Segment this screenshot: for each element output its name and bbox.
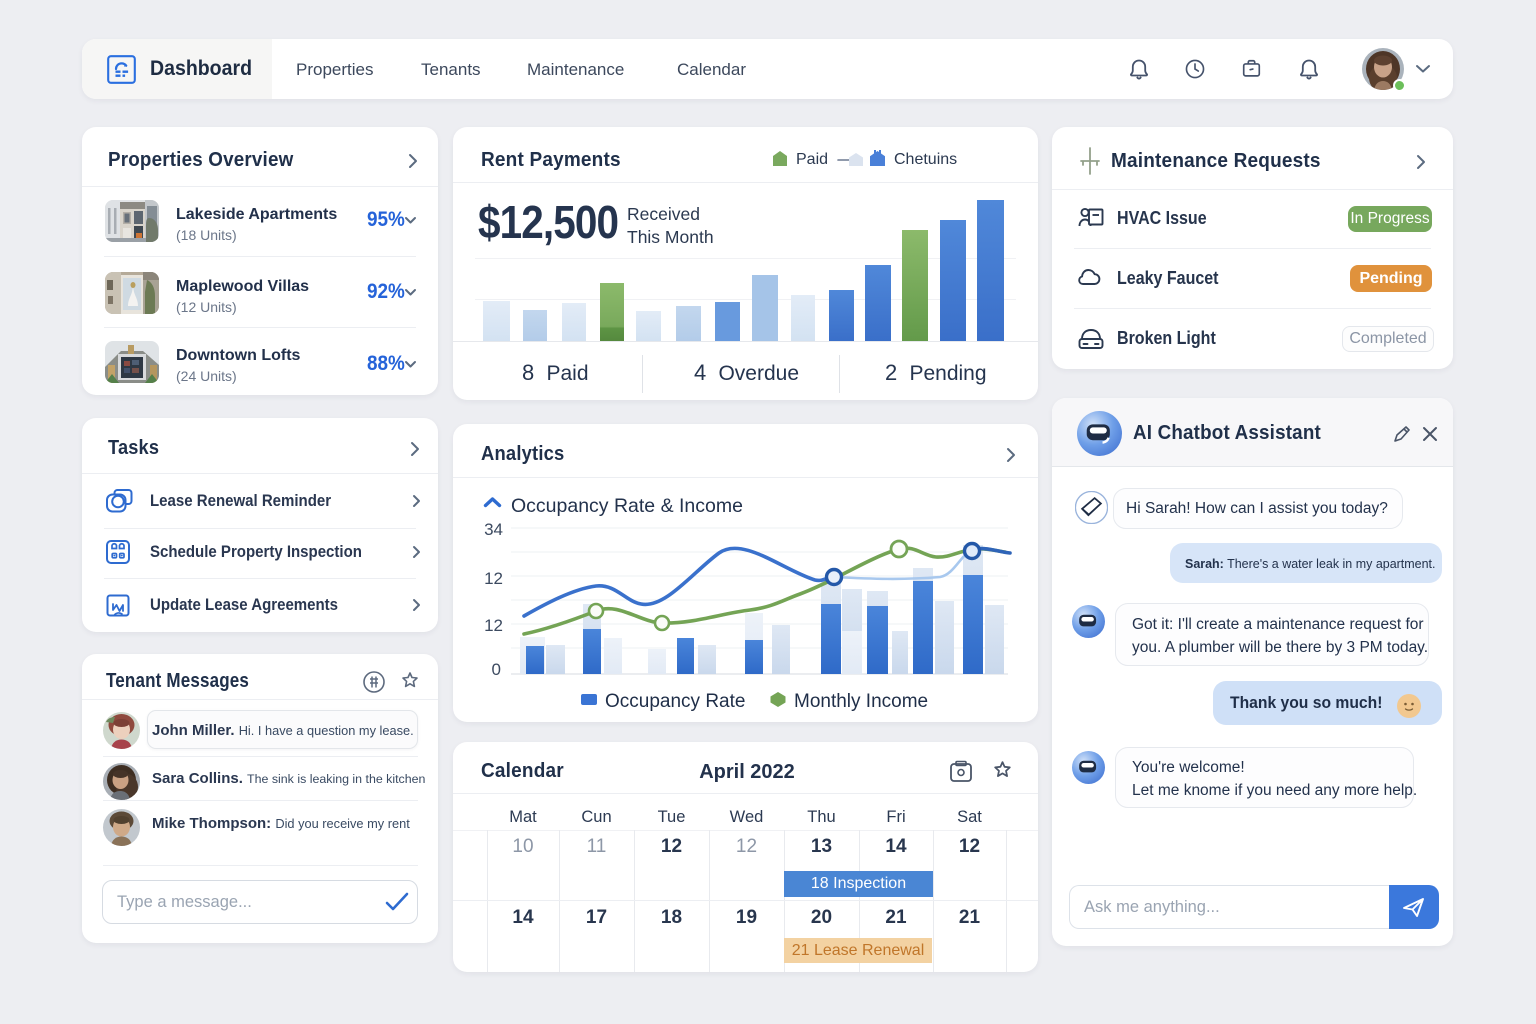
svg-text:34: 34 [484,520,503,539]
svg-text:0: 0 [492,660,501,679]
svg-text:12: 12 [484,569,503,588]
svg-text:Monthly Income: Monthly Income [794,691,928,712]
svg-text:12: 12 [484,616,503,635]
svg-text:Occupancy Rate: Occupancy Rate [605,691,745,712]
